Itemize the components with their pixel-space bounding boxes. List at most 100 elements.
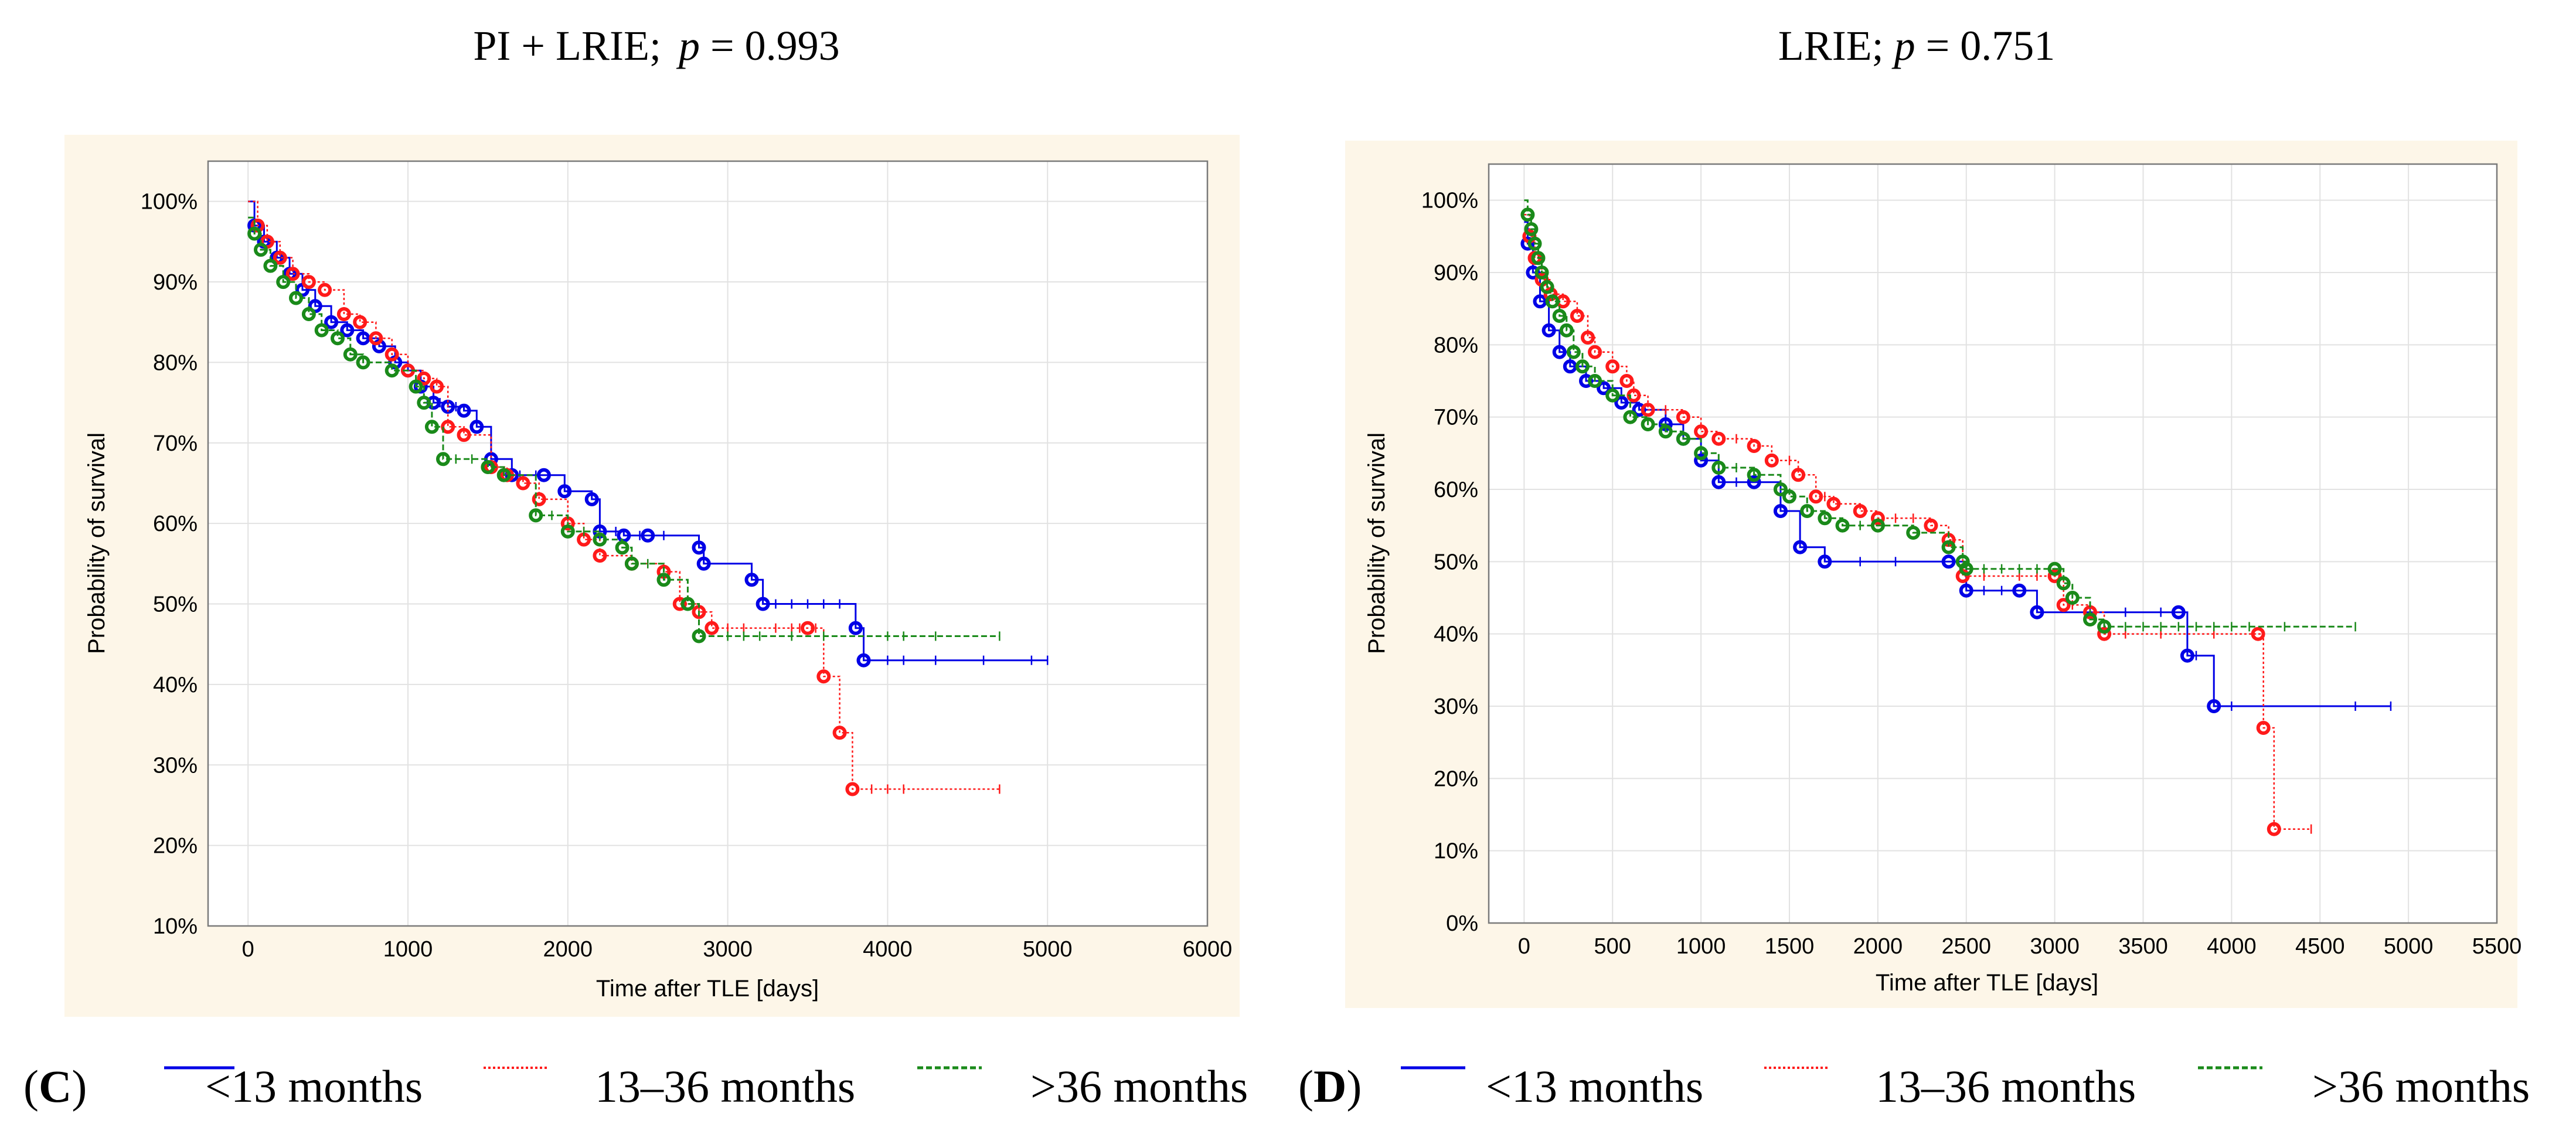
event-marker-13-36 [273,250,287,265]
event-marker-13-36 [384,347,399,362]
panel-d-y-ticks: 0% 10% 20% 30% 40% 50% 60% 70% 80% 90% 100% [1421,189,1478,936]
event-marker-gt36 [496,468,511,482]
x-tick-label: 0 [242,937,254,962]
x-tick-label: 2000 [1853,934,1903,959]
event-marker-13-36 [1853,504,1867,518]
event-marker-gt36 [331,331,345,346]
event-marker-gt36 [409,379,423,394]
event-marker-gt36 [1540,280,1554,294]
event-marker-13-36 [1924,518,1938,533]
event-marker-gt36 [1818,511,1832,526]
event-marker-13-36 [1826,496,1841,511]
panel-d-grid [1489,164,2497,924]
event-marker-gt36 [1588,374,1602,388]
event-marker-13-36 [301,275,316,290]
event-marker-gt36 [1524,222,1539,236]
event-marker-gt36 [1800,504,1815,518]
x-tick-label: 5000 [1023,937,1073,962]
event-marker-lt13 [641,528,655,543]
x-tick-label: 3000 [2030,934,2080,959]
event-marker-gt36 [656,573,671,587]
x-tick-label: 4000 [2207,934,2257,959]
event-marker-gt36 [1552,309,1567,323]
event-marker-gt36 [593,532,607,547]
event-marker-gt36 [1906,526,1921,540]
event-marker-13-36 [845,782,860,796]
event-marker-lt13 [536,468,551,482]
event-marker-gt36 [1527,236,1542,251]
event-marker-lt13 [1614,396,1629,410]
event-marker-gt36 [289,291,303,305]
event-marker-13-36 [1764,453,1779,468]
legend-c-label-lt13: <13 months [205,1061,423,1112]
event-marker-gt36 [2065,591,2080,605]
y-tick-label: 40% [153,673,198,697]
event-marker-gt36 [1747,468,1761,482]
event-marker-lt13 [856,653,871,668]
event-marker-gt36 [247,226,262,241]
event-marker-gt36 [615,540,629,555]
event-marker-lt13 [457,403,471,418]
y-tick-label: 70% [153,431,198,456]
event-marker-lt13 [1597,381,1611,396]
legend-d-letter: (D) [1298,1061,1362,1112]
panel-c-plot-frame [207,160,1209,927]
event-marker-13-36 [2267,822,2281,836]
event-marker-lt13 [1711,475,1726,489]
event-marker-gt36 [417,396,431,410]
event-marker-gt36 [2047,561,2062,576]
event-marker-gt36 [1623,410,1638,424]
panel-c: PI + LRIE; p = 0.993 10% 20% 30% 40% 50% 60% 70… [64,22,1240,1017]
event-marker-13-36 [318,282,332,297]
x-tick-label: 5500 [2472,934,2522,959]
y-tick-label: 60% [1434,478,1478,502]
x-tick-label: 1000 [1676,934,1726,959]
event-marker-13-36 [1605,359,1620,374]
event-marker-gt36 [2097,619,2112,634]
event-marker-13-36 [1588,345,1602,359]
event-marker-lt13 [2030,605,2044,619]
x-tick-label: 0 [1518,934,1530,959]
event-marker-13-36 [353,315,367,329]
event-marker-13-36 [516,476,530,491]
y-tick-label: 100% [1421,189,1478,213]
event-marker-gt36 [1835,518,1850,533]
y-tick-label: 0% [1446,911,1478,936]
event-marker-gt36 [1575,359,1590,374]
event-marker-gt36 [1773,482,1788,496]
event-marker-gt36 [1559,323,1574,338]
event-marker-lt13 [469,420,484,434]
y-tick-label: 30% [153,753,198,778]
x-tick-label: 3000 [703,937,753,962]
event-marker-13-36 [2097,626,2112,641]
event-marker-gt36 [301,307,316,321]
y-tick-label: 80% [153,350,198,375]
event-marker-gt36 [1641,417,1655,431]
event-marker-13-36 [593,549,607,563]
y-tick-label: 90% [1434,261,1478,285]
y-tick-label: 60% [153,512,198,536]
event-marker-gt36 [1545,294,1560,309]
event-marker-13-36 [1809,489,1823,504]
event-marker-gt36 [680,597,695,611]
event-marker-gt36 [1605,388,1620,403]
y-tick-label: 10% [153,914,198,939]
event-marker-13-36 [430,379,444,394]
y-tick-label: 50% [153,592,198,617]
event-marker-lt13 [1520,236,1535,251]
legend-d-label-lt13: <13 months [1486,1061,1703,1112]
event-marker-13-36 [532,492,546,506]
event-marker-lt13 [1552,345,1567,359]
event-marker-gt36 [254,243,268,257]
event-marker-lt13 [744,573,759,587]
legend-c-label-13-36: 13–36 months [595,1061,855,1112]
y-tick-label: 70% [1434,406,1478,430]
panel-c-grid [208,161,1208,927]
event-marker-gt36 [1520,207,1535,222]
event-marker-gt36 [692,629,706,643]
event-marker-gt36 [1676,431,1690,446]
panel-c-x-axis-label: Time after TLE [days] [596,976,819,1002]
y-tick-label: 20% [153,834,198,859]
event-marker-13-36 [1641,403,1655,417]
